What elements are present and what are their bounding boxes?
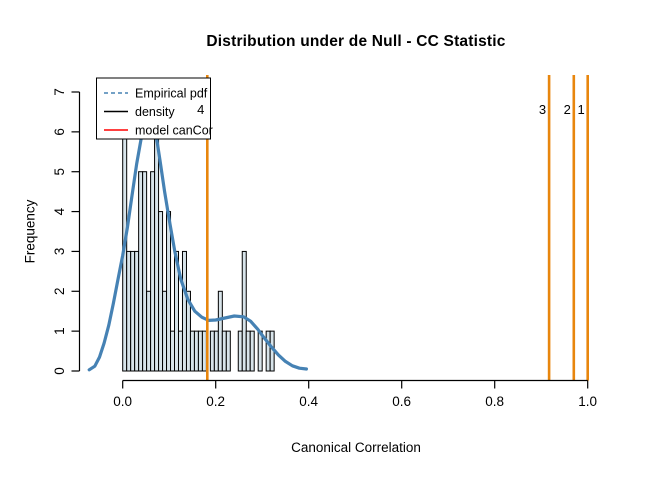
histogram-bar — [177, 330, 183, 372]
histogram-bar — [146, 290, 152, 372]
histogram-bar — [189, 330, 195, 372]
histogram-bar — [197, 330, 203, 372]
x-tick-label: 0.0 — [113, 394, 132, 409]
density-curve — [87, 118, 308, 372]
model-cancor-lines — [206, 75, 590, 381]
histogram-bar — [126, 250, 132, 372]
histogram-bar — [193, 330, 199, 372]
legend-frame — [96, 77, 211, 140]
y-tick-label: 4 — [52, 207, 67, 215]
legend-item-label: density — [135, 105, 175, 119]
histogram-bar — [170, 330, 176, 372]
histogram-bar — [217, 290, 223, 372]
x-tick-label: 1.0 — [578, 394, 597, 409]
model-line-label: 4 — [197, 102, 204, 117]
histogram-bar — [221, 330, 227, 372]
y-tick-label: 7 — [52, 88, 67, 96]
x-tick-label: 0.6 — [392, 394, 411, 409]
x-tick-label: 0.2 — [206, 394, 225, 409]
x-axis-title: Canonical Correlation — [291, 440, 421, 455]
y-tick-label: 0 — [52, 367, 67, 375]
legend-box: Empirical pdf density model canCor — [96, 77, 213, 140]
histogram-bar — [130, 250, 136, 372]
histogram-bar — [257, 330, 263, 372]
legend-item-label: Empirical pdf — [135, 87, 208, 101]
histogram-bar — [162, 290, 168, 372]
empirical-pdf-curve — [87, 118, 308, 372]
histogram-bar — [181, 250, 187, 372]
histogram-bar — [166, 211, 172, 372]
histogram-bar — [209, 330, 215, 372]
histogram-bar — [174, 250, 179, 372]
histogram-bar — [225, 330, 231, 372]
y-tick-label: 1 — [52, 327, 67, 335]
histogram-bar — [138, 171, 144, 372]
histogram-bar — [150, 171, 156, 372]
y-tick-label: 2 — [52, 288, 67, 296]
histogram-bar — [245, 330, 251, 372]
chart-title: Distribution under de Null - CC Statisti… — [206, 33, 506, 50]
histogram-bar — [142, 171, 148, 372]
x-tick-label: 0.8 — [485, 394, 504, 409]
y-tick-label: 6 — [52, 128, 67, 136]
histogram-bar — [265, 330, 271, 372]
x-tick-label: 0.4 — [299, 394, 318, 409]
legend-item-label: model canCor — [135, 124, 213, 138]
y-tick-label: 5 — [52, 168, 67, 176]
model-line-label: 2 — [564, 102, 571, 117]
histogram-bar — [158, 211, 164, 372]
histogram-bar — [249, 330, 255, 372]
histogram-bar — [241, 250, 247, 372]
histogram-bar — [134, 250, 140, 372]
histogram-bar — [237, 330, 243, 372]
histogram-bar — [201, 330, 207, 372]
model-line-label: 3 — [539, 102, 546, 117]
model-line-label: 1 — [577, 102, 584, 117]
histogram-bars — [122, 131, 275, 372]
y-tick-label: 3 — [52, 248, 67, 256]
histogram-bar — [154, 131, 160, 372]
histogram-bar — [213, 330, 219, 372]
